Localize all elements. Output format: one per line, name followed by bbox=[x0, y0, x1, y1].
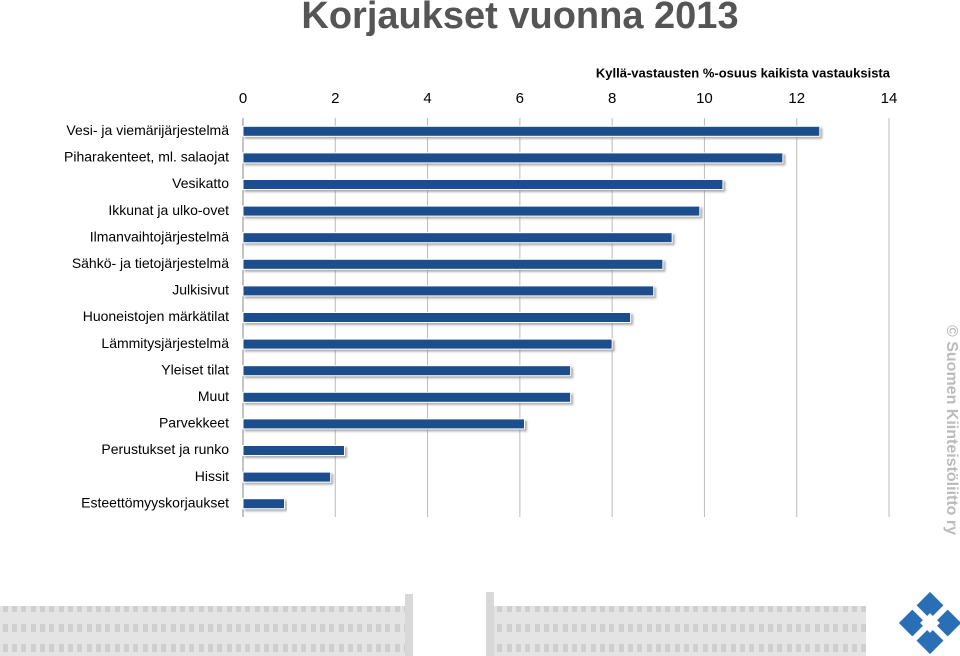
y-tick-label: Sähkö- ja tietojärjestelmä bbox=[72, 255, 229, 271]
y-tick-label: Vesikatto bbox=[172, 175, 229, 191]
chart-title: Korjaukset vuonna 2013 bbox=[301, 0, 738, 37]
watermark: © Suomen Kiinteistöliitto ry bbox=[943, 325, 960, 535]
bar bbox=[242, 152, 784, 164]
y-tick-label: Perustukset ja runko bbox=[101, 441, 229, 457]
y-tick-label: Yleiset tilat bbox=[161, 361, 229, 377]
bar bbox=[242, 205, 701, 217]
x-tick-label: 4 bbox=[423, 90, 431, 107]
y-tick-label: Julkisivut bbox=[172, 282, 229, 298]
x-tick-label: 6 bbox=[516, 90, 524, 107]
bar bbox=[242, 445, 346, 456]
y-tick-label: Ilmanvaihtojärjestelmä bbox=[90, 228, 229, 244]
bar bbox=[242, 498, 286, 510]
y-tick-label: Huoneistojen märkätilat bbox=[83, 308, 229, 324]
y-tick-label: Vesi- ja viemärijärjestelmä bbox=[66, 122, 229, 138]
x-tick-label: 14 bbox=[881, 90, 898, 107]
logo bbox=[898, 591, 960, 655]
bar bbox=[242, 338, 613, 350]
bar bbox=[242, 312, 632, 323]
axis-label: Kyllä-vastausten %-osuus kaikista vastau… bbox=[596, 65, 891, 80]
y-tick-label: Parvekkeet bbox=[159, 415, 229, 431]
x-tick-label: 8 bbox=[608, 90, 616, 107]
x-tick-label: 10 bbox=[696, 90, 713, 107]
bar bbox=[242, 365, 572, 377]
bar bbox=[242, 418, 525, 430]
x-tick-label: 0 bbox=[239, 90, 247, 107]
x-tick-label: 12 bbox=[788, 90, 805, 107]
buildings bbox=[0, 592, 866, 656]
y-tick-label: Lämmitysjärjestelmä bbox=[101, 335, 229, 351]
y-tick-label: Piharakenteet, ml. salaojat bbox=[64, 149, 229, 165]
bar bbox=[242, 179, 724, 190]
bar bbox=[242, 471, 332, 483]
y-tick-label: Muut bbox=[198, 388, 229, 404]
bar bbox=[242, 125, 821, 137]
x-tick-label: 2 bbox=[331, 90, 339, 107]
bar bbox=[242, 258, 664, 270]
y-tick-label: Ikkunat ja ulko-ovet bbox=[108, 202, 229, 218]
y-tick-label: Esteettömyyskorjaukset bbox=[81, 494, 229, 510]
bar bbox=[242, 391, 572, 403]
bar bbox=[242, 232, 673, 244]
y-tick-label: Hissit bbox=[195, 468, 229, 484]
bar bbox=[242, 285, 655, 297]
